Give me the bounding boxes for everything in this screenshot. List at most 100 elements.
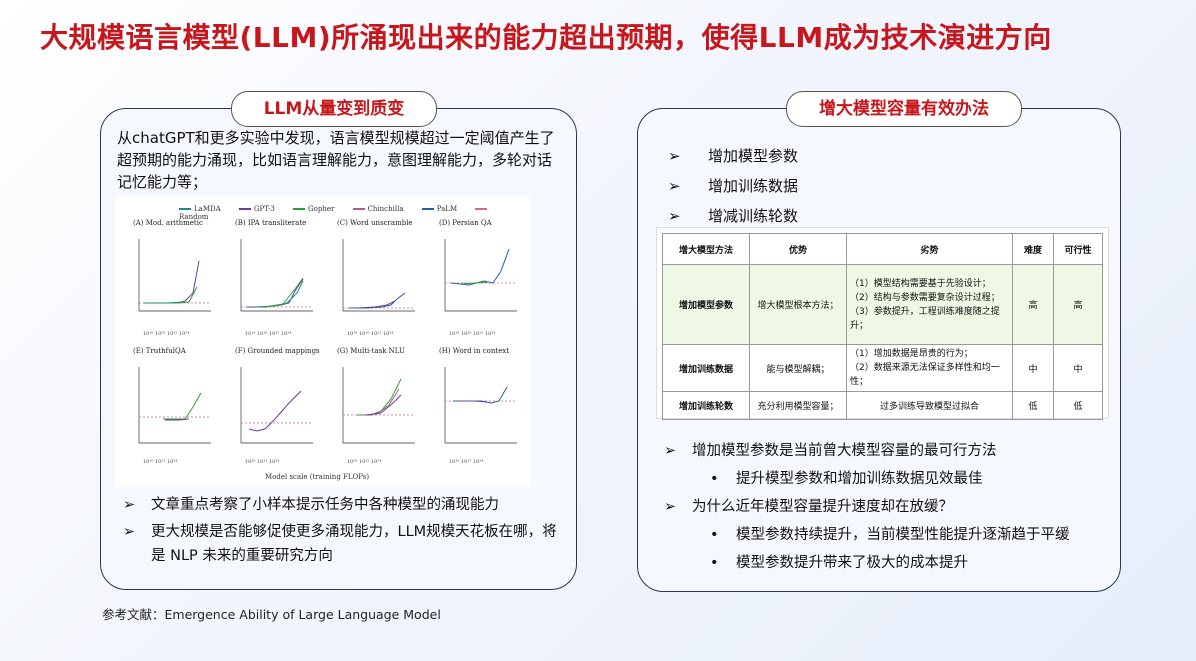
table-cell: 高 <box>1053 264 1103 345</box>
sub-list-item: • 模型参数提升带来了极大的成本提升 <box>660 549 1110 577</box>
comparison-table-container: 增大模型方法 优势 劣势 难度 可行性 增加模型参数 增大模型根本方法； （1）… <box>656 227 1109 420</box>
table-cell: （1）增加数据是昂贵的行为； （2）数据来源无法保证多样性和均一性； <box>846 344 1013 392</box>
subplot-plot <box>444 367 517 444</box>
comparison-table: 增大模型方法 优势 劣势 难度 可行性 增加模型参数 增大模型根本方法； （1）… <box>662 233 1103 420</box>
list-item-text: 增加训练数据 <box>708 177 799 195</box>
list-item: ➢ 文章重点考察了小样本提示任务中各种模型的涌现能力 <box>117 493 565 517</box>
legend-label: Gopher <box>308 205 335 213</box>
subplot-plot <box>138 239 211 312</box>
legend-swatch <box>238 208 251 210</box>
table-row: 增加模型参数 增大模型根本方法； （1）模型结构需要基于先验设计； （2）结构与… <box>662 264 1103 345</box>
table-header: 增大模型方法 <box>662 233 750 265</box>
subplot-title: (A) Mod. arithmetic <box>133 219 203 227</box>
list-item: ➢ 增加模型参数 <box>668 141 798 171</box>
list-item: ➢ 增加训练数据 <box>668 171 798 201</box>
arrow-bullet-icon: ➢ <box>668 207 681 225</box>
subplot-word-in-context: (H) Word in context 10²⁰ 10²² 10²⁴ <box>429 347 521 465</box>
right-panel: 增大模型容量有效办法 ➢ 增加模型参数 ➢ 增加训练数据 ➢ 增减训练轮数 增大模型方… <box>637 91 1121 592</box>
figure-xlabel: Model scale (training FLOPs) <box>265 473 370 481</box>
subplot-truthfulqa: (E) TruthfulQA 10²⁰ 10²² 10²⁴ <box>123 347 215 465</box>
legend-item: GPT-3 <box>238 205 275 213</box>
subplot-ipa-transliterate: (B) IPA transliterate 10¹⁸ 10²⁰ 10²² 10²… <box>225 219 317 337</box>
subplot-grounded-mappings: (F) Grounded mappings 10²⁰ 10²² 10²⁴ <box>225 347 320 465</box>
table-header: 劣势 <box>846 233 1013 265</box>
legend-label: GPT-3 <box>253 205 275 213</box>
arrow-bullet-icon: ➢ <box>123 497 136 513</box>
subplot-plot <box>240 367 313 444</box>
subplot-xticks: 10²⁰ 10²² 10²⁴ <box>449 459 484 465</box>
table-cell: 增大模型根本方法； <box>749 264 847 345</box>
subplot-plot <box>342 239 415 312</box>
legend-swatch <box>293 208 306 210</box>
subplot-title: (B) IPA transliterate <box>235 219 307 227</box>
left-intro-text: 从chatGPT和更多实验中发现，语言模型规模超过一定阈值产生了超预期的能力涌现… <box>117 129 555 191</box>
legend-swatch <box>475 208 488 210</box>
arrow-bullet-icon: ➢ <box>664 443 677 459</box>
left-panel-header: LLM从量变到质变 <box>231 91 437 127</box>
table-row: 增加训练轮数 充分利用模型容量； 过多训练导致模型过拟合 低 低 <box>662 391 1103 420</box>
subplot-plot <box>444 239 517 312</box>
subplot-plot <box>342 367 415 444</box>
table-row: 增加训练数据 能与模型解耦； （1）增加数据是昂贵的行为； （2）数据来源无法保… <box>662 344 1103 392</box>
arrow-bullet-icon: ➢ <box>668 177 681 195</box>
subplot-word-unscramble: (C) Word unscramble 10¹⁸ 10²⁰ 10²² 10²⁴ <box>327 219 419 337</box>
subplot-title: (D) Persian QA <box>439 219 492 227</box>
table-header-row: 增大模型方法 优势 劣势 难度 可行性 <box>662 233 1103 265</box>
dot-bullet-icon: • <box>710 471 719 487</box>
table-cell: 低 <box>1053 391 1103 420</box>
sub-list-item: • 提升模型参数和增加训练数据见效最佳 <box>660 465 1110 493</box>
subplot-xticks: 10²⁰ 10²² 10²⁴ <box>143 459 178 465</box>
subplot-multi-task-nlu: (G) Multi-task NLU 10²⁰ 10²² 10²⁴ <box>327 347 419 465</box>
legend-swatch <box>352 208 365 210</box>
dot-bullet-icon: • <box>710 527 719 543</box>
legend-item: Chinchilla <box>352 205 404 213</box>
arrow-bullet-icon: ➢ <box>664 499 677 515</box>
legend-label: LaMDA <box>194 205 221 213</box>
arrow-bullet-icon: ➢ <box>123 524 136 540</box>
subplot-persian-qa: (D) Persian QA 10¹⁸ 10²⁰ 10²² 10²⁴ <box>429 219 521 337</box>
arrow-bullet-icon: ➢ <box>668 147 681 165</box>
legend-swatch <box>421 208 434 210</box>
table-cell: 低 <box>1012 391 1054 420</box>
subplot-xticks: 10¹⁸ 10²⁰ 10²² 10²⁴ <box>449 331 496 337</box>
legend-label: Random <box>179 213 209 221</box>
table-cell: 中 <box>1012 344 1054 392</box>
reference-note: 参考文献：Emergence Ability of Large Language… <box>102 607 441 622</box>
subplot-title: (G) Multi-task NLU <box>337 347 405 355</box>
sub-bullet-text: 提升模型参数和增加训练数据见效最佳 <box>736 471 983 487</box>
left-bullets: ➢ 文章重点考察了小样本提示任务中各种模型的涌现能力 ➢ 更大规模是否能够促使更… <box>117 493 565 571</box>
figure-legend: LaMDA GPT-3 Gopher Chinchilla PaLM Rando… <box>179 205 531 221</box>
subplot-xticks: 10²⁰ 10²² 10²⁴ <box>347 459 382 465</box>
table-cell: 增加模型参数 <box>662 264 750 345</box>
list-item: ➢ 增加模型参数是当前曾大模型容量的最可行方法 <box>660 437 1110 465</box>
table-cell: （1）模型结构需要基于先验设计； （2）结构与参数需要复杂设计过程； （3）参数… <box>846 264 1013 345</box>
left-panel: LLM从量变到质变 从chatGPT和更多实验中发现，语言模型规模超过一定阈值产… <box>100 91 577 590</box>
legend-label: PaLM <box>436 205 458 213</box>
subplot-xticks: 10¹⁸ 10²⁰ 10²² 10²⁴ <box>245 331 292 337</box>
list-item-text: 增减训练轮数 <box>708 207 799 225</box>
bullet-text: 增加模型参数是当前曾大模型容量的最可行方法 <box>692 443 997 459</box>
dot-bullet-icon: • <box>710 555 719 571</box>
legend-item: Random <box>179 205 490 221</box>
table-cell: 过多训练导致模型过拟合 <box>846 391 1013 420</box>
subplot-title: (H) Word in context <box>439 347 510 355</box>
legend-item: LaMDA <box>179 205 221 213</box>
bullet-text: 为什么近年模型容量提升速度却在放缓？ <box>692 499 953 515</box>
sub-list-item: • 模型参数持续提升，当前模型性能提升逐渐趋于平缓 <box>660 521 1110 549</box>
table-cell: 中 <box>1053 344 1103 392</box>
table-cell: 增加训练数据 <box>662 344 750 392</box>
subplot-xticks: 10²⁰ 10²² 10²⁴ <box>245 459 280 465</box>
sub-bullet-text: 模型参数提升带来了极大的成本提升 <box>736 555 968 571</box>
table-cell: 增加训练轮数 <box>662 391 750 420</box>
right-panel-header: 增大模型容量有效办法 <box>786 91 1022 127</box>
table-cell: 能与模型解耦； <box>749 344 847 392</box>
list-item-text: 增加模型参数 <box>708 147 799 165</box>
list-item: ➢ 增减训练轮数 <box>668 201 798 231</box>
table-cell: 高 <box>1012 264 1054 345</box>
legend-label: Chinchilla <box>367 205 404 213</box>
bullet-text: 更大规模是否能够促使更多涌现能力，LLM规模天花板在哪，将是 NLP 未来的重要… <box>151 524 557 564</box>
legend-swatch <box>179 208 191 210</box>
subplot-title: (C) Word unscramble <box>337 219 413 227</box>
sub-bullet-text: 模型参数持续提升，当前模型性能提升逐渐趋于平缓 <box>736 527 1070 543</box>
legend-item: Gopher <box>293 205 334 213</box>
